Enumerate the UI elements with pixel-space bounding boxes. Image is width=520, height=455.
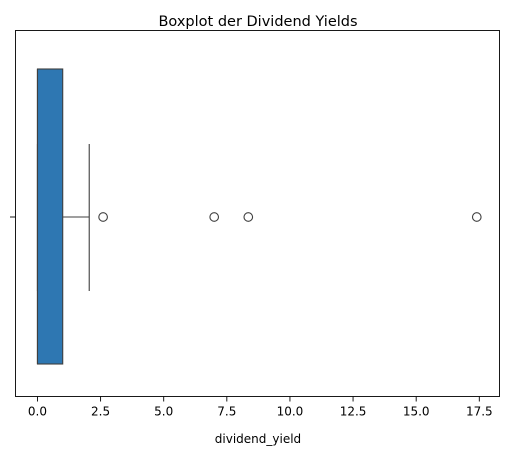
x-tick-label: 15.0 bbox=[403, 405, 430, 419]
plot-area bbox=[15, 30, 500, 397]
x-tick-label: 10.0 bbox=[277, 405, 304, 419]
iqr-box bbox=[36, 68, 64, 365]
x-tick-label: 17.5 bbox=[466, 405, 493, 419]
x-axis-label: dividend_yield bbox=[215, 432, 301, 446]
box-marks bbox=[36, 68, 482, 365]
x-tick-label: 0.0 bbox=[28, 405, 47, 419]
chart-title: Boxplot der Dividend Yields bbox=[158, 14, 357, 30]
x-tick-label: 12.5 bbox=[340, 405, 367, 419]
x-tick-label: 2.5 bbox=[91, 405, 110, 419]
x-tick-label: 5.0 bbox=[154, 405, 173, 419]
outlier-point bbox=[471, 212, 482, 222]
x-axis-ticks: 0.0 2.5 5.0 7.5 10.0 12.5 15.0 17.5 bbox=[28, 396, 493, 419]
x-tick-label: 7.5 bbox=[217, 405, 236, 419]
outlier-point bbox=[209, 212, 220, 222]
outlier-point bbox=[98, 212, 108, 222]
outlier-point bbox=[243, 212, 254, 222]
